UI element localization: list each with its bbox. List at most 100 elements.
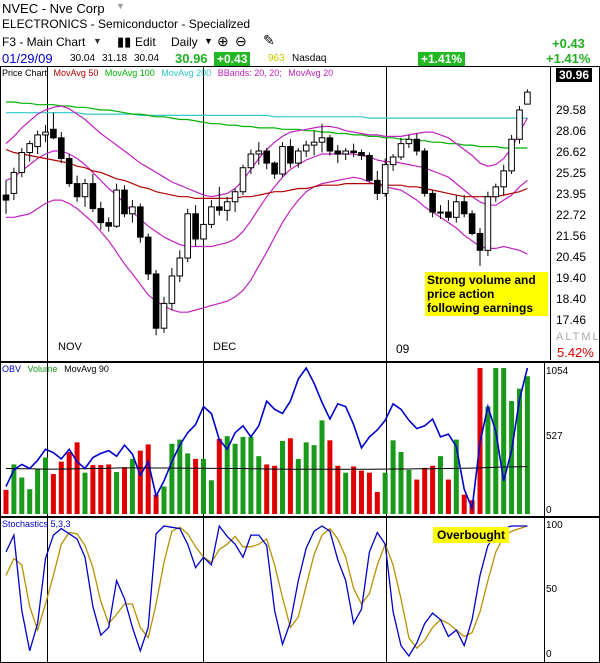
right-change: +0.43	[552, 36, 585, 51]
legend-ma20: MovAvg 20	[288, 68, 334, 78]
volume-bar	[201, 458, 206, 514]
volume-bar	[272, 465, 278, 514]
candle	[287, 146, 294, 164]
volume-bar	[27, 489, 33, 514]
candle	[50, 128, 57, 139]
price-tick: 23.95	[556, 187, 587, 202]
candle	[460, 201, 468, 215]
candle	[366, 154, 373, 181]
candle	[255, 150, 263, 155]
candle	[445, 211, 452, 218]
edit-button[interactable]: Edit	[135, 35, 156, 49]
candle	[42, 131, 49, 136]
volume-bar	[122, 467, 127, 514]
quote-low: 30.04	[134, 53, 160, 64]
period-selector[interactable]: Daily	[171, 35, 198, 49]
volume-bar	[114, 471, 120, 514]
volume-bar	[414, 479, 420, 514]
volume-bar	[58, 461, 64, 514]
volume-bar	[240, 436, 246, 514]
candle	[263, 150, 270, 164]
candle	[453, 201, 460, 218]
candle	[129, 206, 136, 215]
candle	[10, 171, 18, 194]
candle	[73, 183, 81, 198]
period-dropdown-icon[interactable]: ▼	[204, 36, 213, 46]
quote-high: 31.18	[102, 53, 128, 64]
volume-bar	[509, 401, 515, 514]
candle	[405, 138, 413, 145]
quote-close: 30.96	[175, 51, 208, 66]
sector-label[interactable]: ELECTRONICS - Semiconductor - Specialize…	[2, 17, 251, 31]
candle	[397, 143, 405, 158]
bar-chart-icon[interactable]: ▮▮	[117, 34, 132, 49]
volume-bar	[295, 458, 301, 514]
candle	[413, 138, 421, 152]
volume-bar	[493, 368, 499, 514]
quote-open: 30.04	[70, 53, 96, 64]
candle	[350, 150, 357, 153]
volume-bar	[3, 489, 9, 514]
volume-bar	[82, 472, 88, 514]
zoom-out-icon[interactable]: ⊖	[235, 33, 247, 49]
candle	[271, 162, 278, 175]
candle	[295, 150, 302, 164]
candle	[381, 164, 389, 194]
volume-bar	[390, 440, 396, 514]
draw-pencil-icon[interactable]: ✎	[263, 32, 275, 48]
volume-bar	[216, 438, 222, 514]
candle	[302, 144, 310, 152]
price-panel-frame	[0, 66, 600, 362]
candle	[81, 183, 89, 198]
volume-bar	[430, 465, 436, 514]
volume-bar	[11, 464, 17, 514]
candle	[2, 194, 10, 201]
volume-bar	[193, 458, 199, 514]
volume-legend: OBV Volume MovAvg 90	[2, 364, 109, 374]
candle	[334, 150, 342, 155]
volume-bar	[406, 469, 412, 514]
legend-price: Price Chart	[2, 68, 48, 78]
chart-selector[interactable]: F3 - Main Chart	[2, 35, 86, 49]
volume-bar	[280, 441, 285, 514]
vol-tick-zero: 0	[546, 505, 552, 516]
volume-bar	[327, 440, 333, 514]
stoch-tick-50: 50	[546, 584, 558, 595]
volume-bar	[398, 452, 404, 514]
price-tick: 19.40	[556, 271, 587, 285]
earnings-annotation: Strong volume and price action following…	[425, 272, 548, 316]
volume-ma90-line	[6, 466, 528, 470]
candle	[223, 201, 231, 211]
candle	[326, 137, 334, 152]
header: NVEC - Nve Corp ▼ ELECTRONICS - Semicond…	[0, 0, 600, 66]
volume-bar	[287, 438, 293, 514]
volume-bar	[319, 420, 325, 514]
candle	[176, 257, 184, 277]
candle	[374, 179, 381, 194]
chart-selector-dropdown-icon[interactable]: ▼	[93, 36, 102, 46]
volume-bar	[106, 464, 112, 514]
stoch-d-line	[5, 525, 528, 650]
candle	[508, 138, 515, 172]
legend-ma50: MovAvg 50	[53, 68, 99, 78]
symbol-title-dropdown-icon[interactable]: ▼	[116, 1, 125, 11]
volume-bar	[453, 439, 459, 514]
x-label-dec: DEC	[213, 341, 237, 353]
volume-bar	[19, 477, 25, 514]
candle	[18, 151, 26, 173]
volume-bar	[248, 436, 254, 514]
legend-obv: OBV	[2, 364, 22, 374]
candle	[121, 189, 128, 215]
candle	[192, 213, 199, 240]
volume-bar	[43, 457, 48, 514]
price-layer	[2, 89, 531, 336]
price-legend: Price Chart MovAvg 50 MovAvg 100 MovAvg …	[2, 68, 333, 78]
volume-bar	[438, 456, 443, 514]
price-tick: 25.25	[556, 166, 587, 181]
price-tick: 26.62	[556, 145, 587, 160]
zoom-in-icon[interactable]: ⊕	[217, 33, 229, 49]
sector-dropdown-icon[interactable]: ▼	[226, 18, 235, 28]
symbol-title[interactable]: NVEC - Nve Corp	[2, 1, 105, 16]
candle	[113, 189, 120, 227]
volume-bar	[169, 443, 175, 514]
